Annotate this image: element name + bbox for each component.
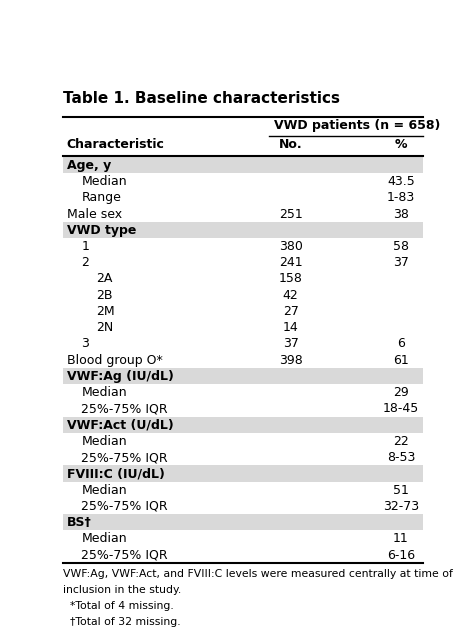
Text: BS†: BS†: [66, 516, 91, 529]
Text: †Total of 32 missing.: †Total of 32 missing.: [63, 617, 181, 627]
Text: Median: Median: [82, 484, 127, 497]
Text: 29: 29: [393, 386, 409, 399]
Text: 251: 251: [279, 208, 302, 220]
Text: Blood group O*: Blood group O*: [66, 353, 163, 367]
Text: No.: No.: [279, 137, 302, 151]
Text: *Total of 4 missing.: *Total of 4 missing.: [63, 601, 173, 611]
Text: 1-83: 1-83: [387, 191, 415, 204]
Text: 398: 398: [279, 353, 302, 367]
Text: FVIII:C (IU/dL): FVIII:C (IU/dL): [66, 467, 164, 481]
Bar: [63, 222, 423, 238]
Bar: [63, 157, 423, 173]
Text: Characteristic: Characteristic: [66, 137, 164, 151]
Text: 158: 158: [279, 272, 302, 286]
Text: VWD type: VWD type: [66, 224, 136, 237]
Text: 2N: 2N: [96, 321, 113, 334]
Text: 25%-75% IQR: 25%-75% IQR: [82, 500, 168, 513]
Text: inclusion in the study.: inclusion in the study.: [63, 585, 181, 595]
Text: Median: Median: [82, 532, 127, 545]
Text: 25%-75% IQR: 25%-75% IQR: [82, 548, 168, 562]
Text: 2: 2: [82, 256, 89, 269]
Text: 3: 3: [82, 337, 89, 350]
Text: VWF:Ag (IU/dL): VWF:Ag (IU/dL): [66, 370, 173, 383]
Text: Age, y: Age, y: [66, 159, 111, 172]
Bar: [63, 368, 423, 384]
Text: 27: 27: [283, 305, 299, 318]
Text: VWF:Ag, VWF:Act, and FVIII:C levels were measured centrally at time of: VWF:Ag, VWF:Act, and FVIII:C levels were…: [63, 569, 453, 579]
Text: 61: 61: [393, 353, 409, 367]
Text: 2A: 2A: [96, 272, 112, 286]
Text: %: %: [395, 137, 407, 151]
Bar: [63, 417, 423, 433]
Text: 380: 380: [279, 240, 302, 253]
Text: 58: 58: [393, 240, 409, 253]
Text: Male sex: Male sex: [66, 208, 122, 220]
Bar: [63, 514, 423, 530]
Bar: [63, 465, 423, 482]
Text: 2M: 2M: [96, 305, 115, 318]
Text: 37: 37: [393, 256, 409, 269]
Text: VWD patients (n = 658): VWD patients (n = 658): [273, 118, 440, 132]
Text: 14: 14: [283, 321, 299, 334]
Text: 32-73: 32-73: [383, 500, 419, 513]
Text: 42: 42: [283, 289, 299, 302]
Text: 11: 11: [393, 532, 409, 545]
Text: 241: 241: [279, 256, 302, 269]
Text: VWF:Act (U/dL): VWF:Act (U/dL): [66, 419, 173, 431]
Text: 1: 1: [82, 240, 89, 253]
Text: Median: Median: [82, 386, 127, 399]
Text: 37: 37: [283, 337, 299, 350]
Text: Range: Range: [82, 191, 121, 204]
Text: 38: 38: [393, 208, 409, 220]
Text: 6: 6: [397, 337, 405, 350]
Text: 22: 22: [393, 435, 409, 448]
Text: 6-16: 6-16: [387, 548, 415, 562]
Text: Median: Median: [82, 175, 127, 188]
Text: 18-45: 18-45: [383, 403, 419, 415]
Text: 25%-75% IQR: 25%-75% IQR: [82, 451, 168, 464]
Text: 8-53: 8-53: [387, 451, 415, 464]
Text: Table 1. Baseline characteristics: Table 1. Baseline characteristics: [63, 91, 340, 107]
Text: 43.5: 43.5: [387, 175, 415, 188]
Text: 51: 51: [393, 484, 409, 497]
Text: 25%-75% IQR: 25%-75% IQR: [82, 403, 168, 415]
Text: 2B: 2B: [96, 289, 112, 302]
Text: Median: Median: [82, 435, 127, 448]
